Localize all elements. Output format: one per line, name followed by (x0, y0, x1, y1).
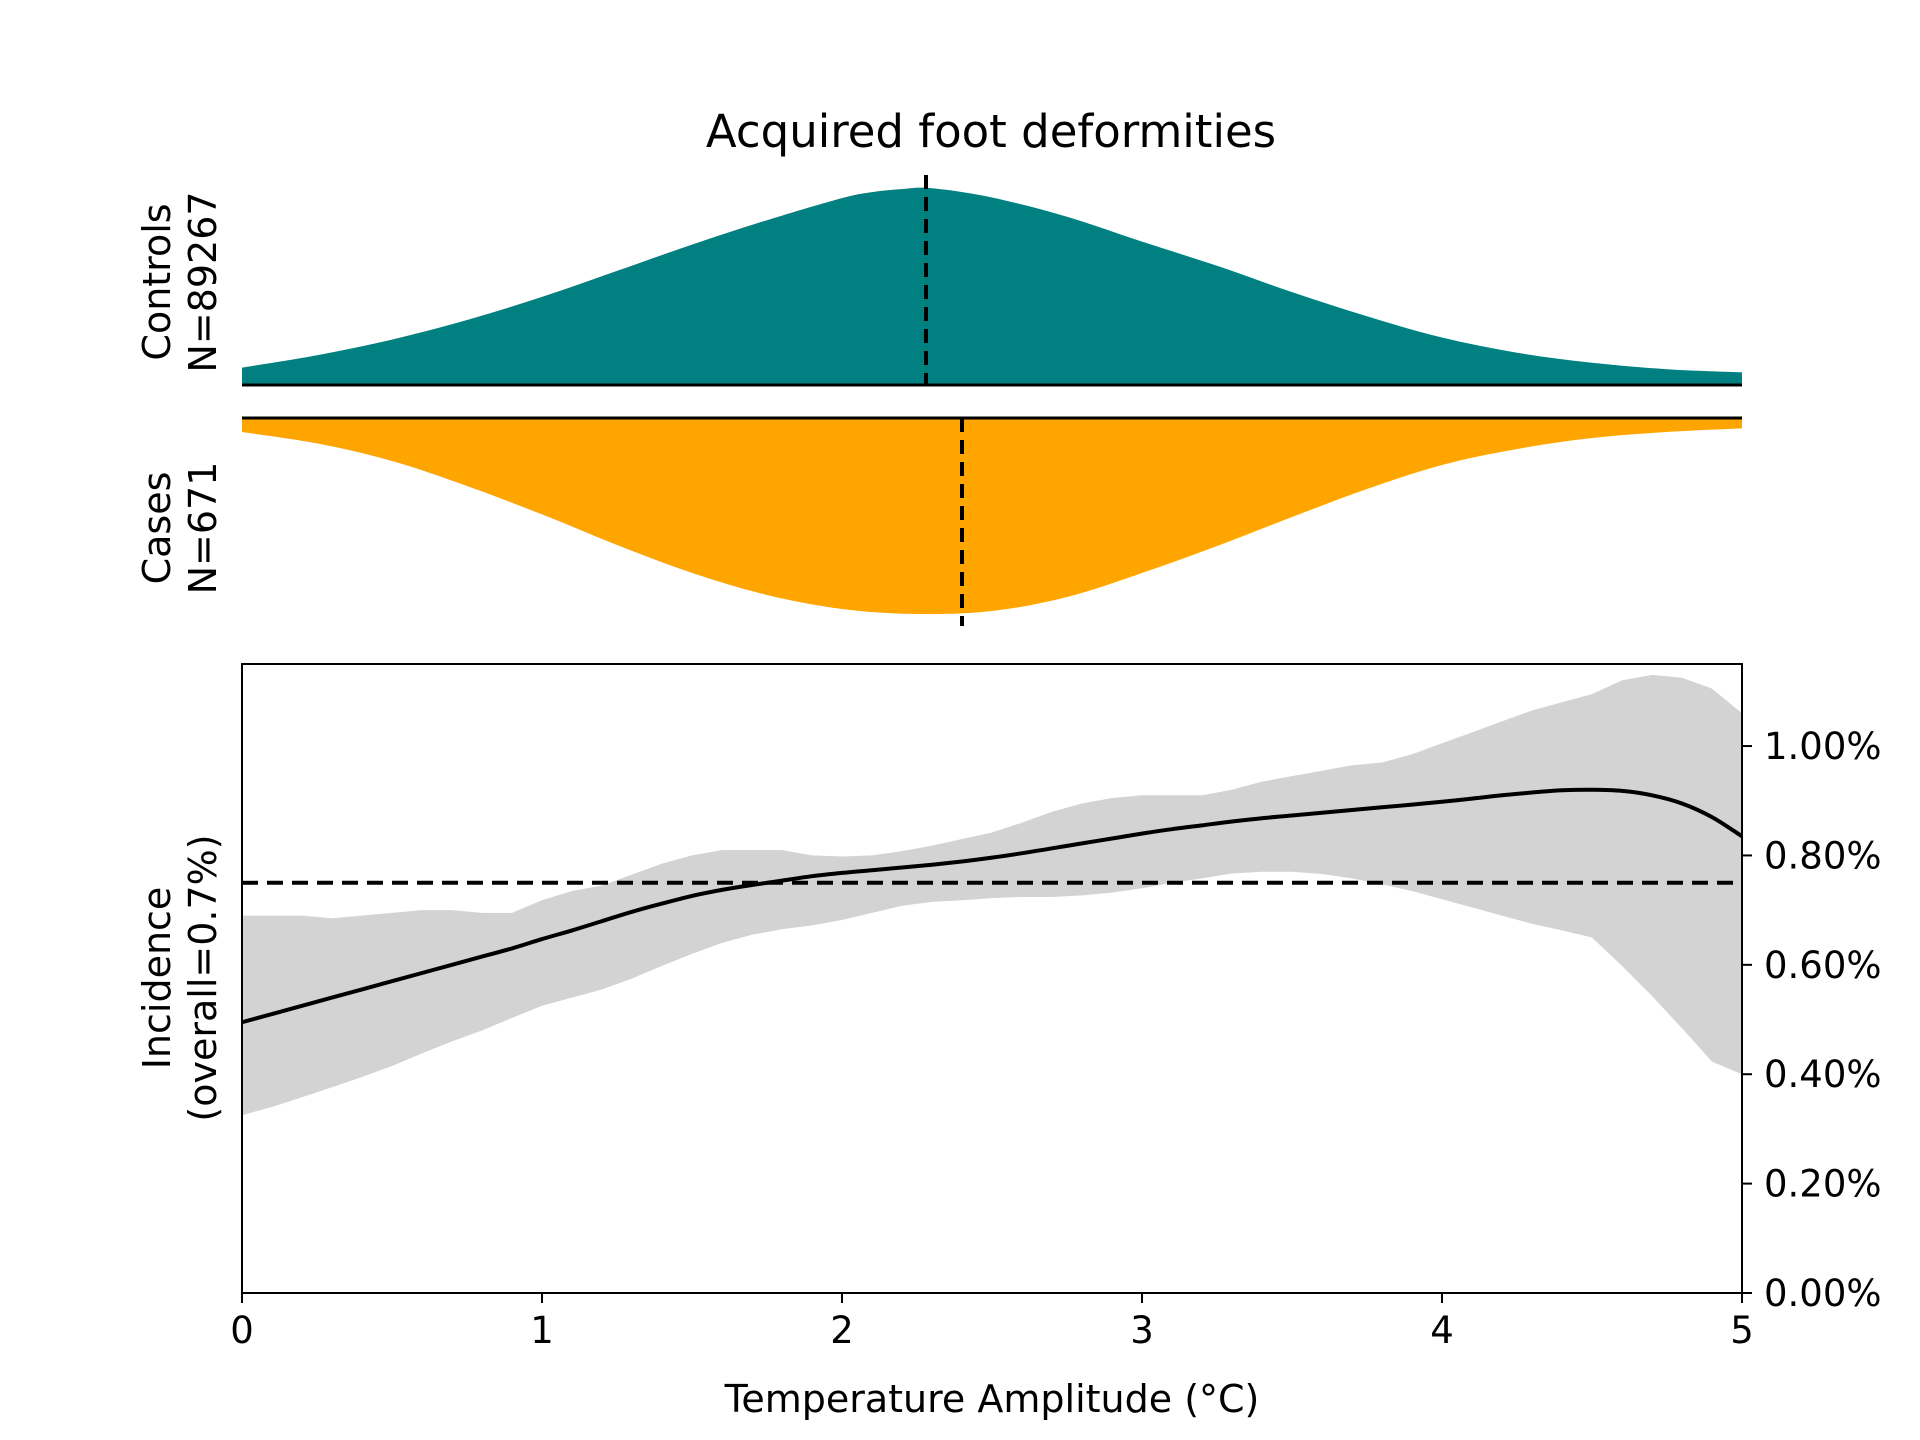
x-tick-label: 1 (530, 1309, 554, 1352)
x-axis-label: Temperature Amplitude (°C) (724, 1377, 1260, 1421)
y-axis-right: 0.00% 0.20% 0.40% 0.60% 0.80% 1.00% (1742, 725, 1882, 1315)
incidence-confidence-band (242, 674, 1742, 1116)
incidence-axes-frame (241, 663, 1743, 1294)
incidence-ylabel: Incidence (135, 887, 179, 1070)
y-tick-label: 0.40% (1764, 1053, 1882, 1096)
incidence-panel: 0 1 2 3 4 5 0.00% 0.20% 0.40% 0.60% 0.80% 1.00% In… (135, 663, 1882, 1421)
y-tick-label: 0.20% (1764, 1163, 1882, 1206)
x-tick-label: 5 (1730, 1309, 1754, 1352)
x-axis: 0 1 2 3 4 5 (230, 1293, 1754, 1352)
chart-title: Acquired foot deformities (706, 105, 1276, 158)
cases-count: N=671 (181, 462, 225, 595)
y-tick-label: 0.60% (1764, 944, 1882, 987)
cases-label: Cases (135, 472, 179, 585)
cases-density-area (242, 418, 1742, 615)
x-tick-label: 3 (1130, 1309, 1154, 1352)
controls-density-area (242, 187, 1742, 385)
controls-label: Controls (135, 203, 179, 360)
y-tick-label: 1.00% (1764, 725, 1882, 768)
x-tick-label: 4 (1430, 1309, 1454, 1352)
controls-panel: Controls N=89267 (135, 175, 1742, 387)
controls-count: N=89267 (181, 191, 225, 372)
incidence-rate-line (241, 787, 1744, 1025)
y-tick-label: 0.00% (1764, 1272, 1882, 1315)
incidence-ylabel-overall: (overall=0.7%) (181, 834, 225, 1121)
x-tick-label: 2 (830, 1309, 854, 1352)
x-tick-label: 0 (230, 1309, 254, 1352)
y-tick-label: 0.80% (1764, 834, 1882, 877)
cases-panel: Cases N=671 (135, 416, 1742, 626)
